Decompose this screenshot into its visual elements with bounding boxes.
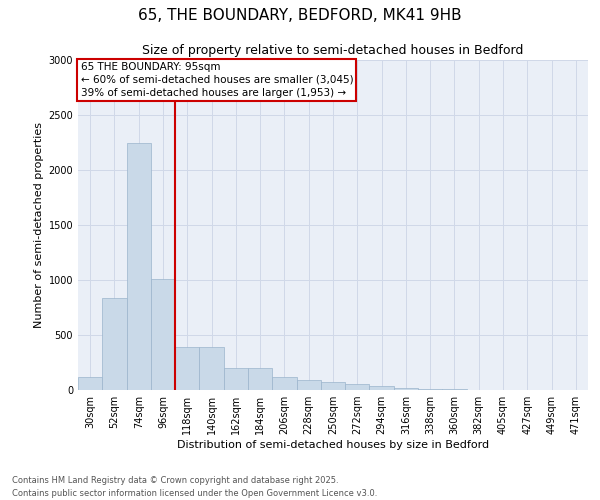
Bar: [394, 388, 418, 390]
Bar: [175, 347, 199, 390]
Bar: [224, 368, 248, 390]
Y-axis label: Number of semi-detached properties: Number of semi-detached properties: [34, 122, 44, 328]
Title: Size of property relative to semi-detached houses in Bedford: Size of property relative to semi-detach…: [142, 44, 524, 58]
Bar: [321, 382, 345, 390]
Bar: [296, 380, 321, 390]
Bar: [127, 142, 151, 390]
Bar: [199, 347, 224, 390]
Bar: [345, 384, 370, 390]
Text: 65, THE BOUNDARY, BEDFORD, MK41 9HB: 65, THE BOUNDARY, BEDFORD, MK41 9HB: [138, 8, 462, 22]
Bar: [370, 386, 394, 390]
Bar: [102, 298, 127, 390]
X-axis label: Distribution of semi-detached houses by size in Bedford: Distribution of semi-detached houses by …: [177, 440, 489, 450]
Bar: [78, 377, 102, 390]
Bar: [272, 378, 296, 390]
Text: 65 THE BOUNDARY: 95sqm
← 60% of semi-detached houses are smaller (3,045)
39% of : 65 THE BOUNDARY: 95sqm ← 60% of semi-det…: [80, 62, 353, 98]
Bar: [151, 279, 175, 390]
Text: Contains HM Land Registry data © Crown copyright and database right 2025.
Contai: Contains HM Land Registry data © Crown c…: [12, 476, 377, 498]
Bar: [418, 389, 442, 390]
Bar: [248, 368, 272, 390]
